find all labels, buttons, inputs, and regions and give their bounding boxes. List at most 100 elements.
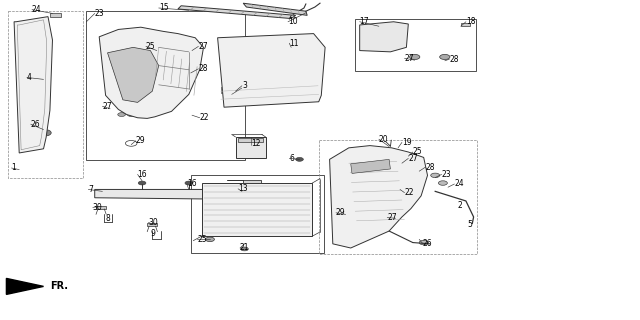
Text: 17: 17 xyxy=(360,17,369,26)
Text: 23: 23 xyxy=(95,9,104,18)
Bar xyxy=(319,140,477,254)
Text: 16: 16 xyxy=(187,180,196,188)
Bar xyxy=(159,191,163,195)
Bar xyxy=(191,175,324,253)
Bar xyxy=(196,191,200,195)
Text: 27: 27 xyxy=(198,42,208,51)
Circle shape xyxy=(205,237,214,242)
Bar xyxy=(188,191,191,195)
Text: TPA4B3930A: TPA4B3930A xyxy=(588,0,637,2)
Circle shape xyxy=(138,181,146,185)
Text: 30: 30 xyxy=(148,218,158,227)
Text: 1: 1 xyxy=(12,164,16,172)
Bar xyxy=(109,82,125,89)
Bar xyxy=(96,206,106,209)
Bar xyxy=(150,191,154,195)
Bar xyxy=(122,191,126,195)
Bar xyxy=(238,138,263,142)
Text: 28: 28 xyxy=(449,55,459,64)
Circle shape xyxy=(118,113,125,116)
Bar xyxy=(355,19,476,71)
Text: 24: 24 xyxy=(32,5,42,14)
Text: 25: 25 xyxy=(146,42,156,51)
Text: 5: 5 xyxy=(467,220,472,229)
Circle shape xyxy=(410,155,419,160)
Text: 2: 2 xyxy=(458,201,462,210)
Text: 29: 29 xyxy=(336,208,346,217)
Polygon shape xyxy=(243,3,307,15)
Text: 27: 27 xyxy=(102,102,112,111)
Text: 30: 30 xyxy=(93,203,102,212)
Circle shape xyxy=(241,247,248,251)
Text: 11: 11 xyxy=(289,39,299,48)
Text: 7: 7 xyxy=(88,185,93,194)
Polygon shape xyxy=(330,146,428,248)
Polygon shape xyxy=(108,47,159,102)
Bar xyxy=(104,191,108,195)
Text: 20: 20 xyxy=(379,135,388,144)
Circle shape xyxy=(38,130,51,136)
Bar xyxy=(147,223,157,226)
Bar xyxy=(132,191,136,195)
Circle shape xyxy=(404,162,413,166)
Text: 27: 27 xyxy=(404,54,414,63)
Bar xyxy=(364,27,397,45)
Text: 15: 15 xyxy=(159,4,168,12)
Text: 29: 29 xyxy=(136,136,145,145)
Circle shape xyxy=(185,181,193,185)
Text: 10: 10 xyxy=(288,17,298,26)
Bar xyxy=(211,189,304,222)
Polygon shape xyxy=(360,22,408,52)
Text: 25: 25 xyxy=(197,235,207,244)
Bar xyxy=(8,11,83,178)
Bar xyxy=(141,191,145,195)
Text: 19: 19 xyxy=(402,138,412,147)
Bar xyxy=(86,11,245,160)
Circle shape xyxy=(296,157,303,161)
Polygon shape xyxy=(14,17,52,153)
Text: 24: 24 xyxy=(454,180,464,188)
Bar xyxy=(50,13,61,17)
Text: 27: 27 xyxy=(408,154,418,163)
Polygon shape xyxy=(227,180,261,183)
Bar xyxy=(461,23,470,26)
Text: 21: 21 xyxy=(240,244,250,252)
Polygon shape xyxy=(99,27,204,118)
Polygon shape xyxy=(218,34,325,107)
Bar xyxy=(236,137,266,158)
Circle shape xyxy=(440,54,450,60)
Text: 9: 9 xyxy=(150,229,156,238)
Bar xyxy=(178,191,182,195)
Circle shape xyxy=(410,54,420,60)
Text: 4: 4 xyxy=(27,73,32,82)
Text: 27: 27 xyxy=(387,213,397,222)
Circle shape xyxy=(137,113,145,116)
Text: 12: 12 xyxy=(251,139,260,148)
Text: 18: 18 xyxy=(466,17,476,26)
Bar xyxy=(221,87,250,93)
Text: 16: 16 xyxy=(138,170,147,179)
Circle shape xyxy=(438,181,447,185)
Text: 25: 25 xyxy=(413,148,422,156)
Polygon shape xyxy=(202,183,312,236)
Text: 3: 3 xyxy=(242,81,247,90)
Text: 22: 22 xyxy=(404,188,414,197)
Text: 6: 6 xyxy=(289,154,294,163)
Circle shape xyxy=(127,113,135,116)
Text: 23: 23 xyxy=(442,170,451,179)
Text: 28: 28 xyxy=(198,64,208,73)
Polygon shape xyxy=(95,189,216,199)
Text: 22: 22 xyxy=(200,113,209,122)
Polygon shape xyxy=(351,159,390,173)
Circle shape xyxy=(431,173,440,178)
Circle shape xyxy=(418,167,427,172)
Text: FR.: FR. xyxy=(50,281,68,292)
Bar xyxy=(206,191,210,195)
Text: 13: 13 xyxy=(238,184,248,193)
Bar xyxy=(113,191,117,195)
Text: 28: 28 xyxy=(426,163,435,172)
Bar xyxy=(169,191,173,195)
Bar xyxy=(259,83,267,85)
Polygon shape xyxy=(6,278,44,294)
Circle shape xyxy=(419,240,428,245)
